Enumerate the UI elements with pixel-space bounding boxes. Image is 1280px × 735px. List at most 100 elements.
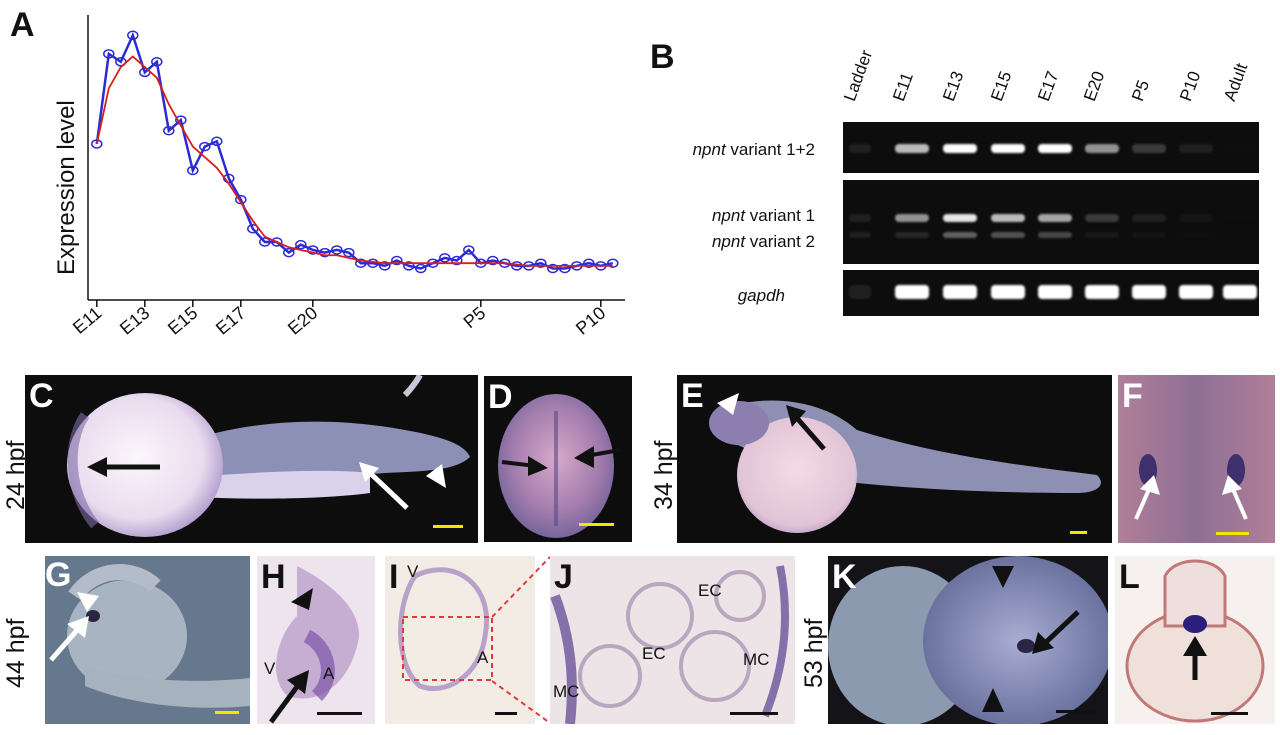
gel-band (1085, 214, 1119, 222)
panel-label-i: I (389, 558, 399, 596)
gel-band (943, 214, 977, 222)
gel-band (1223, 144, 1257, 153)
label-endocardium: EC (698, 581, 722, 600)
gel-band (895, 232, 929, 238)
panel-label-l: L (1119, 558, 1140, 596)
panel-j-photo: J EC EC MC MC (550, 556, 795, 724)
gel-band (1132, 144, 1166, 153)
data-point (127, 30, 139, 41)
arrow-icon (786, 405, 826, 451)
x-tick-label: E15 (164, 303, 201, 339)
arrow-icon (1222, 475, 1248, 520)
data-point (187, 165, 199, 176)
data-point (343, 247, 355, 258)
label-ventricle: V (264, 659, 276, 678)
panel-label-e: E (681, 377, 704, 415)
series-line-smoothed (95, 55, 613, 267)
gel-column-label: E20 (1080, 68, 1109, 104)
gel-row-label-variant-1: npnt variant 1 (711, 206, 815, 225)
gel-column-label: E15 (987, 68, 1016, 104)
data-point (403, 261, 415, 271)
scale-bar (495, 712, 517, 715)
gel-column-label: E13 (939, 68, 968, 104)
panel-i-photo: I V A (385, 556, 535, 724)
data-point (535, 258, 547, 268)
chart-y-axis-label: Expression level (53, 100, 80, 275)
scale-bar (433, 525, 463, 528)
panel-label-b: B (650, 38, 675, 76)
data-point (547, 263, 559, 274)
gel-band (1223, 232, 1257, 238)
gel-band (1179, 232, 1213, 238)
gel-band (991, 232, 1025, 238)
gel-band (1179, 144, 1213, 153)
arrowhead-icon (717, 393, 739, 415)
panel-h-photo: H V A (257, 556, 375, 724)
arrow-icon (574, 446, 621, 468)
gel-strip-variant-1-and-2 (843, 180, 1259, 264)
gel-band (943, 285, 977, 299)
arrow-icon (1134, 475, 1160, 520)
scale-bar (730, 712, 778, 715)
data-point (487, 255, 499, 266)
gel-band (1223, 285, 1257, 299)
gel-band (1038, 285, 1072, 299)
label-ventricle: V (407, 562, 419, 581)
data-point (211, 136, 223, 147)
data-point (331, 245, 343, 255)
stage-label-44hpf: 44 hpf (2, 618, 30, 688)
scale-bar (1216, 532, 1249, 535)
data-point (319, 247, 331, 258)
gel-band (943, 232, 977, 238)
gel-column-label: Adult (1220, 60, 1252, 104)
data-point (271, 237, 283, 247)
scale-bar (1070, 531, 1087, 534)
gel-band (991, 214, 1025, 222)
arrow-icon (359, 462, 409, 510)
gel-band (1085, 232, 1119, 238)
panel-label-f: F (1122, 377, 1143, 415)
panel-label-a: A (10, 6, 35, 44)
panel-e-photo: E (677, 375, 1112, 543)
arrow-icon (268, 670, 309, 724)
label-myocardium: MC (553, 682, 580, 701)
gel-band (1085, 285, 1119, 299)
data-point (355, 258, 367, 268)
arrowhead-icon (77, 592, 99, 612)
panel-label-g: G (45, 556, 72, 594)
scale-bar (215, 711, 239, 714)
arrow-icon (1032, 610, 1080, 654)
gel-band (1038, 144, 1072, 153)
gel-band (1179, 285, 1213, 299)
data-point (463, 245, 475, 255)
gel-row-label-gapdh: gapdh (737, 286, 785, 305)
data-point (199, 141, 211, 152)
gel-column-label: E17 (1034, 68, 1063, 104)
gel-band (895, 285, 929, 299)
gel-column-label: E11 (889, 69, 917, 104)
data-point (259, 237, 271, 247)
gel-strip-variant-1-2 (843, 122, 1259, 173)
arrowhead-icon (992, 566, 1014, 588)
gel-band (1038, 232, 1072, 238)
arrow-icon (1183, 636, 1207, 680)
expression-line-chart: Expression level E11 E13 E15 E17 E20 P5 P10 (53, 15, 625, 339)
panel-label-j: J (554, 558, 573, 596)
gel-column-label: P5 (1128, 77, 1154, 104)
data-point (607, 258, 619, 268)
panel-d-photo: D (484, 376, 632, 542)
scale-bar (317, 712, 362, 715)
x-tick-label: E13 (116, 303, 153, 339)
panel-label-d: D (488, 378, 513, 416)
panel-label-k: K (832, 558, 857, 596)
gel-band (1038, 214, 1072, 222)
scale-bar (579, 523, 614, 526)
panel-k-photo: K (828, 556, 1108, 724)
gel-row-label-variant-2: npnt variant 2 (711, 232, 815, 251)
panel-label-c: C (29, 377, 54, 415)
gel-row-label-variant-1-2: npnt variant 1+2 (692, 140, 815, 159)
gel-band (1132, 214, 1166, 222)
data-point (451, 255, 463, 266)
gel-column-label: Ladder (840, 47, 877, 104)
panel-l-photo: L (1115, 556, 1275, 724)
